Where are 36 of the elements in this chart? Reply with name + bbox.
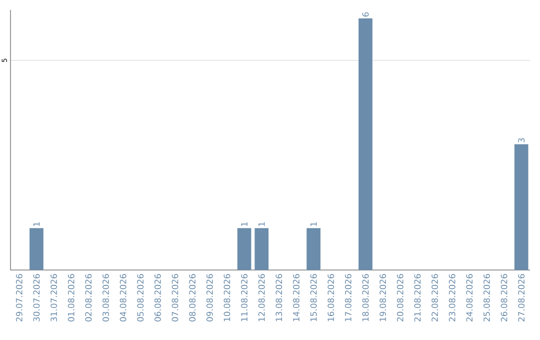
x-tick-label: 16.08.2026 — [328, 274, 334, 322]
x-tick-label: 27.08.2026 — [518, 274, 525, 322]
x-tick-label: 14.08.2026 — [293, 274, 300, 322]
data-label: 1 — [310, 222, 317, 226]
x-tick-label: 12.08.2026 — [258, 274, 265, 322]
x-tick-label: 19.08.2026 — [380, 274, 386, 322]
data-label: 1 — [33, 222, 40, 226]
x-tick-label: 08.08.2026 — [189, 274, 196, 322]
x-tick-label: 25.08.2026 — [484, 274, 490, 322]
data-label: 1 — [258, 222, 265, 226]
data-label: 1 — [241, 222, 248, 226]
x-tick-label: 06.08.2026 — [154, 274, 161, 322]
x-tick-label: 01.08.2026 — [68, 274, 74, 322]
x-tick-label: 22.08.2026 — [432, 274, 438, 322]
x-tick-label: 29.07.2026 — [16, 274, 22, 322]
x-tick-label: 15.08.2026 — [310, 274, 317, 322]
x-tick-label: 17.08.2026 — [344, 274, 352, 322]
x-tick-label: 07.08.2026 — [172, 274, 178, 322]
x-tick-label: 31.07.2026 — [50, 274, 57, 322]
x-tick-label: 02.08.2026 — [85, 274, 92, 322]
x-tick-label: 03.08.2026 — [102, 274, 109, 322]
data-label: 3 — [518, 138, 525, 142]
x-tick-label: 04.08.2026 — [120, 274, 126, 322]
x-tick-label: 18.08.2026 — [362, 274, 369, 322]
x-tick-label: 11.08.2026 — [241, 274, 248, 322]
x-tick-label: 26.08.2026 — [500, 274, 508, 322]
x-tick-label: 21.08.2026 — [414, 274, 421, 322]
x-tick-label: 10.08.2026 — [224, 274, 230, 322]
x-tick-label: 30.07.2026 — [33, 274, 40, 322]
x-tick-label: 23.08.2026 — [448, 274, 456, 322]
x-tick-label: 20.08.2026 — [396, 274, 404, 322]
x-tick-label: 09.08.2026 — [206, 274, 213, 322]
x-tick-label: 24.08.2026 — [466, 274, 473, 322]
data-label: 6 — [362, 12, 369, 17]
x-tick-label: 13.08.2026 — [276, 274, 282, 322]
x-tick-label: 05.08.2026 — [137, 274, 144, 322]
